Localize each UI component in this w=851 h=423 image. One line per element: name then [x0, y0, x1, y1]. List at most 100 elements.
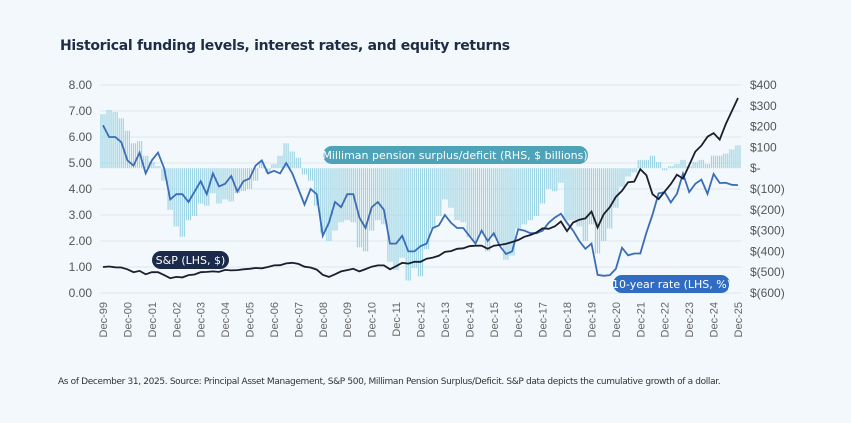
pension-bar — [686, 166, 688, 169]
pension-bar — [627, 168, 629, 177]
pension-bar — [373, 168, 375, 231]
pension-bar — [334, 168, 336, 231]
pension-bar — [277, 155, 279, 169]
pension-bar — [678, 164, 680, 169]
pension-bar — [379, 168, 381, 221]
pension-bar — [169, 168, 171, 210]
pension-bar — [529, 168, 531, 221]
pension-bar — [252, 168, 255, 181]
pension-bar — [436, 168, 438, 217]
pension-bar — [389, 168, 391, 262]
pension-bar — [511, 168, 513, 256]
left-tick-label: 1.00 — [69, 260, 93, 274]
pension-bar — [464, 168, 466, 223]
pension-bar — [309, 168, 312, 181]
pension-bar — [181, 168, 183, 237]
pension-bar — [708, 164, 711, 169]
pension-bar — [234, 168, 236, 194]
pension-bar — [558, 168, 560, 183]
x-tick-label: Dec-07 — [293, 302, 305, 337]
pension-bar — [554, 168, 556, 192]
pension-bar — [690, 166, 692, 169]
pension-bar — [460, 168, 462, 223]
pension-bar — [344, 168, 346, 221]
pension-bar — [525, 168, 527, 225]
pension-bar — [574, 168, 576, 221]
pension-bar — [615, 168, 617, 208]
pension-bar — [535, 168, 538, 217]
pension-bar — [517, 168, 519, 229]
pension-bar — [177, 168, 179, 227]
sp-label: S&P (LHS, $) — [152, 251, 229, 269]
pension-bar — [187, 168, 189, 221]
pension-bar — [497, 168, 499, 244]
pension-bar — [159, 166, 161, 169]
x-tick-label: Dec-09 — [342, 302, 354, 337]
pension-bar — [515, 168, 517, 229]
x-tick-label: Dec-15 — [489, 302, 501, 337]
pension-bar — [562, 168, 564, 183]
pension-bar — [704, 164, 706, 169]
pension-bar — [647, 159, 649, 169]
pension-bar — [297, 157, 299, 169]
pension-bar — [212, 168, 214, 194]
pension-bar — [281, 155, 283, 169]
pension-bar — [523, 168, 525, 225]
rate-line — [102, 124, 739, 277]
pension-bar — [102, 114, 104, 169]
pension-bar — [621, 168, 623, 187]
pension-bar — [607, 168, 609, 229]
pension-bar — [419, 168, 422, 277]
pension-bar — [157, 166, 159, 169]
pension-bar — [366, 168, 369, 252]
pension-bar — [407, 168, 409, 281]
pension-bar — [629, 168, 631, 177]
pension-bar — [303, 168, 306, 175]
pension-bar — [403, 168, 405, 258]
pension-bar — [238, 168, 240, 194]
pension-bar — [236, 168, 238, 194]
pension-bar — [415, 168, 417, 269]
pension-bar — [625, 168, 627, 177]
pension-bar — [312, 168, 314, 181]
pension-bar — [171, 168, 173, 210]
x-tick-label: Dec-24 — [709, 302, 721, 337]
pension-bar — [698, 159, 700, 169]
pension-bar — [739, 145, 741, 169]
pension-bar — [493, 168, 495, 237]
pension-bar — [544, 168, 546, 204]
pension-bar — [696, 161, 698, 169]
pension-bar — [214, 168, 216, 194]
pension-bar — [375, 168, 377, 221]
pension-bar — [700, 159, 702, 169]
pension-bar — [717, 155, 719, 169]
pension-label-text: Milliman pension surplus/deficit (RHS, $… — [322, 149, 587, 162]
pension-bar — [143, 155, 145, 169]
pension-bar — [485, 168, 487, 252]
pension-bar — [134, 143, 137, 169]
pension-bar — [257, 168, 259, 181]
pension-bar — [362, 168, 365, 252]
pension-bar — [660, 161, 662, 169]
x-tick-label: Dec-17 — [538, 302, 550, 337]
pension-bar — [354, 168, 356, 223]
pension-bar — [454, 168, 456, 221]
pension-bar — [619, 168, 621, 187]
pension-bar — [136, 141, 139, 169]
pension-bar — [474, 168, 476, 241]
pension-bar — [580, 168, 582, 227]
pension-bar — [552, 168, 554, 192]
pension-bar — [578, 168, 580, 227]
pension-bar — [316, 168, 318, 206]
pension-bar — [735, 145, 737, 169]
pension-bar — [230, 168, 232, 202]
pension-bar — [731, 149, 733, 169]
pension-bar — [603, 168, 605, 241]
pension-bar — [596, 168, 599, 254]
x-tick-label: Dec-06 — [269, 302, 281, 337]
pension-bar — [226, 168, 228, 200]
pension-bar — [729, 149, 731, 169]
pension-bar — [550, 168, 552, 189]
pension-bar — [405, 168, 407, 281]
pension-bar — [721, 155, 723, 169]
